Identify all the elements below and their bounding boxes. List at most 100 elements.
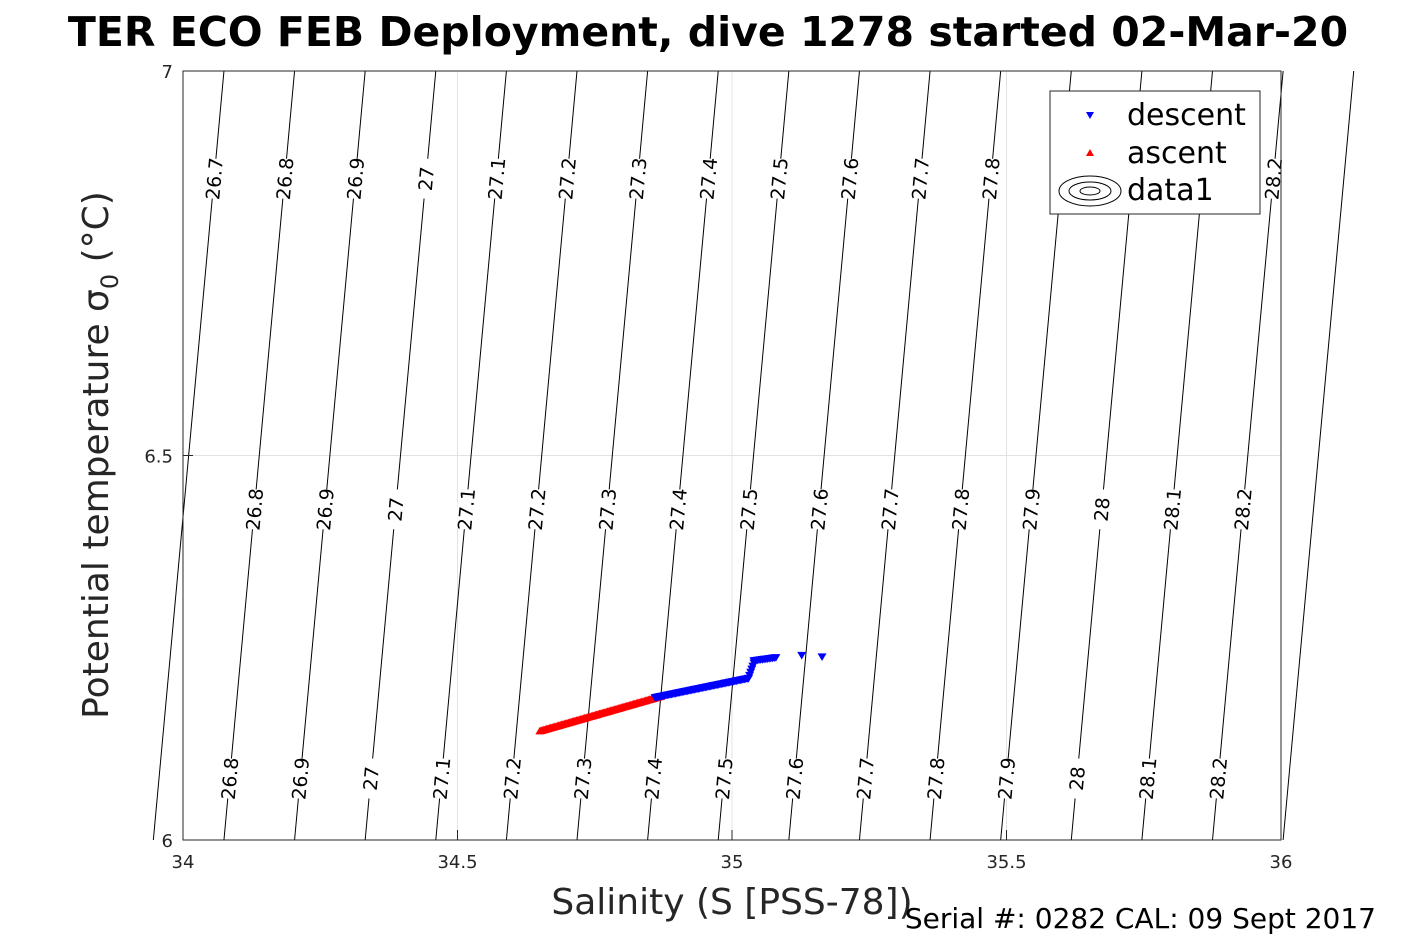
contour-label-bg: [571, 757, 594, 800]
contour-label-bg: [501, 757, 523, 800]
contour-label-bg: [626, 157, 649, 200]
x-tick-label: 36: [1270, 852, 1293, 873]
contour-label-bg: [485, 157, 508, 200]
contour-label-bg: [713, 757, 735, 800]
contour-label-bg: [879, 488, 901, 531]
x-tick-label: 35: [721, 852, 744, 873]
contour-label: 26.8: [242, 487, 268, 531]
contour-label-bg: [455, 488, 477, 531]
contour-label-bg: [525, 488, 548, 531]
contour-label-bg: [556, 157, 578, 200]
contour-line: [929, 70, 1002, 841]
contour-line: [717, 70, 790, 841]
legend-data1-label: data1: [1127, 173, 1214, 208]
y-axis-label-subscript: 0: [96, 274, 124, 289]
contour-label-bg: [1207, 757, 1229, 800]
contour-label-bg: [995, 757, 1018, 800]
contour-label-bg: [218, 757, 241, 800]
contour-label: 27: [360, 766, 384, 792]
contour-label: 27.3: [626, 157, 652, 201]
contour-label-bg: [808, 488, 830, 531]
contour-label-bg: [1020, 488, 1042, 531]
contour-label: 27.8: [924, 756, 950, 800]
contour-label-bg: [697, 157, 720, 200]
y-tick-label: 7: [162, 62, 173, 83]
contour-label-bg: [344, 157, 367, 200]
contour-label: 27.1: [430, 756, 456, 800]
contour-line: [858, 70, 931, 841]
contour-label: 27.1: [454, 487, 480, 531]
contour-label: 27.6: [838, 157, 864, 201]
legend-contour-icon: [1058, 175, 1122, 207]
contour-label-bg: [1136, 757, 1159, 800]
contour-label: 27.5: [712, 756, 738, 800]
contour-label-bg: [289, 757, 312, 800]
contour-label-bg: [243, 488, 266, 531]
contour-label-bg: [854, 757, 876, 800]
contour-label-bg: [360, 757, 382, 800]
contour-label-bg: [979, 157, 1002, 200]
contour-labels: 26.7 26.8 26.9 27 27.1 27.2 27.3 27.4 27.5 27.6 27…: [202, 157, 1287, 801]
legend: descent ascent data1: [1049, 90, 1261, 215]
contour-label-bg: [203, 157, 225, 200]
contour-label: 27: [384, 496, 408, 522]
y-axis-label: Potential temperature σ0 (°C): [76, 191, 124, 719]
contour-label: 27.1: [485, 157, 511, 201]
contour-label-bg: [384, 488, 407, 531]
contour-line: [788, 70, 860, 841]
descent-marker: [817, 653, 827, 662]
contour-label-bg: [1161, 488, 1184, 531]
y-tick-label: 6: [162, 831, 173, 852]
contour-label: 27.2: [555, 157, 581, 201]
y-axis-label-unit: (°C): [76, 191, 117, 274]
contour-label: 28: [1066, 766, 1090, 792]
contour-label: 27.5: [767, 157, 793, 201]
contour-label: 27.4: [666, 487, 692, 531]
contour-label: 27.9: [994, 756, 1020, 800]
contour-line: [364, 70, 437, 841]
contour-label: 27.5: [737, 487, 763, 531]
legend-descent-marker: [1086, 112, 1094, 119]
contour-label: 27.4: [641, 756, 667, 800]
contour-label-bg: [596, 488, 619, 531]
serial-cal-footer: Serial #: 0282 CAL: 09 Sept 2017: [905, 902, 1376, 935]
contour-label: 26.8: [273, 157, 299, 201]
contour-label-bg: [768, 157, 790, 200]
contour-label: 28.2: [1231, 487, 1257, 531]
chart-title: TER ECO FEB Deployment, dive 1278 starte…: [68, 8, 1348, 56]
contour-label-bg: [909, 157, 931, 200]
contour-line: [647, 70, 719, 841]
legend-ascent-marker: [1086, 149, 1094, 156]
contour-label: 28: [1091, 496, 1115, 522]
contour-line: [1282, 70, 1355, 841]
contour-label: 28.2: [1206, 756, 1232, 800]
legend-box: [1049, 90, 1261, 215]
contour-label: 27.7: [878, 487, 904, 531]
contour-label-bg: [838, 157, 861, 200]
contour-label-bg: [1090, 488, 1113, 531]
contour-label-bg: [667, 488, 689, 531]
contour-label-bg: [783, 757, 806, 800]
data-points: [535, 651, 827, 735]
contour-label: 26.9: [288, 756, 314, 800]
contour-label: 26.9: [343, 157, 369, 201]
contour-label: 27.2: [500, 756, 526, 800]
contour-label: 28.1: [1160, 487, 1186, 531]
contour-label: 27.3: [571, 756, 597, 800]
descent-marker: [797, 651, 807, 660]
contour-label-bg: [415, 157, 437, 200]
x-axis-ticks: 34 34.5 35 35.5 36: [172, 830, 1293, 873]
contour-label: 27.7: [853, 756, 879, 800]
y-axis-ticks: 66.57: [144, 62, 193, 852]
y-axis-label-text: Potential temperature σ: [76, 289, 117, 719]
x-tick-label: 35.5: [986, 852, 1026, 873]
contour-label: 27.3: [595, 487, 621, 531]
contour-label: 27.8: [949, 487, 975, 531]
contour-label: 26.9: [313, 487, 339, 531]
contour-label-bg: [430, 757, 453, 800]
descent-marker: [771, 654, 781, 662]
contour-line: [223, 70, 296, 841]
contour-label: 28.1: [1136, 756, 1162, 800]
contour-label-bg: [1232, 488, 1254, 531]
